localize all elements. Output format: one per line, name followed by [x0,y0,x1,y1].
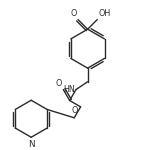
Text: O: O [56,79,62,88]
Text: OH: OH [98,9,111,18]
Text: N: N [28,140,34,149]
Text: O: O [71,9,77,18]
Text: HN: HN [63,85,75,94]
Text: O: O [72,106,78,115]
